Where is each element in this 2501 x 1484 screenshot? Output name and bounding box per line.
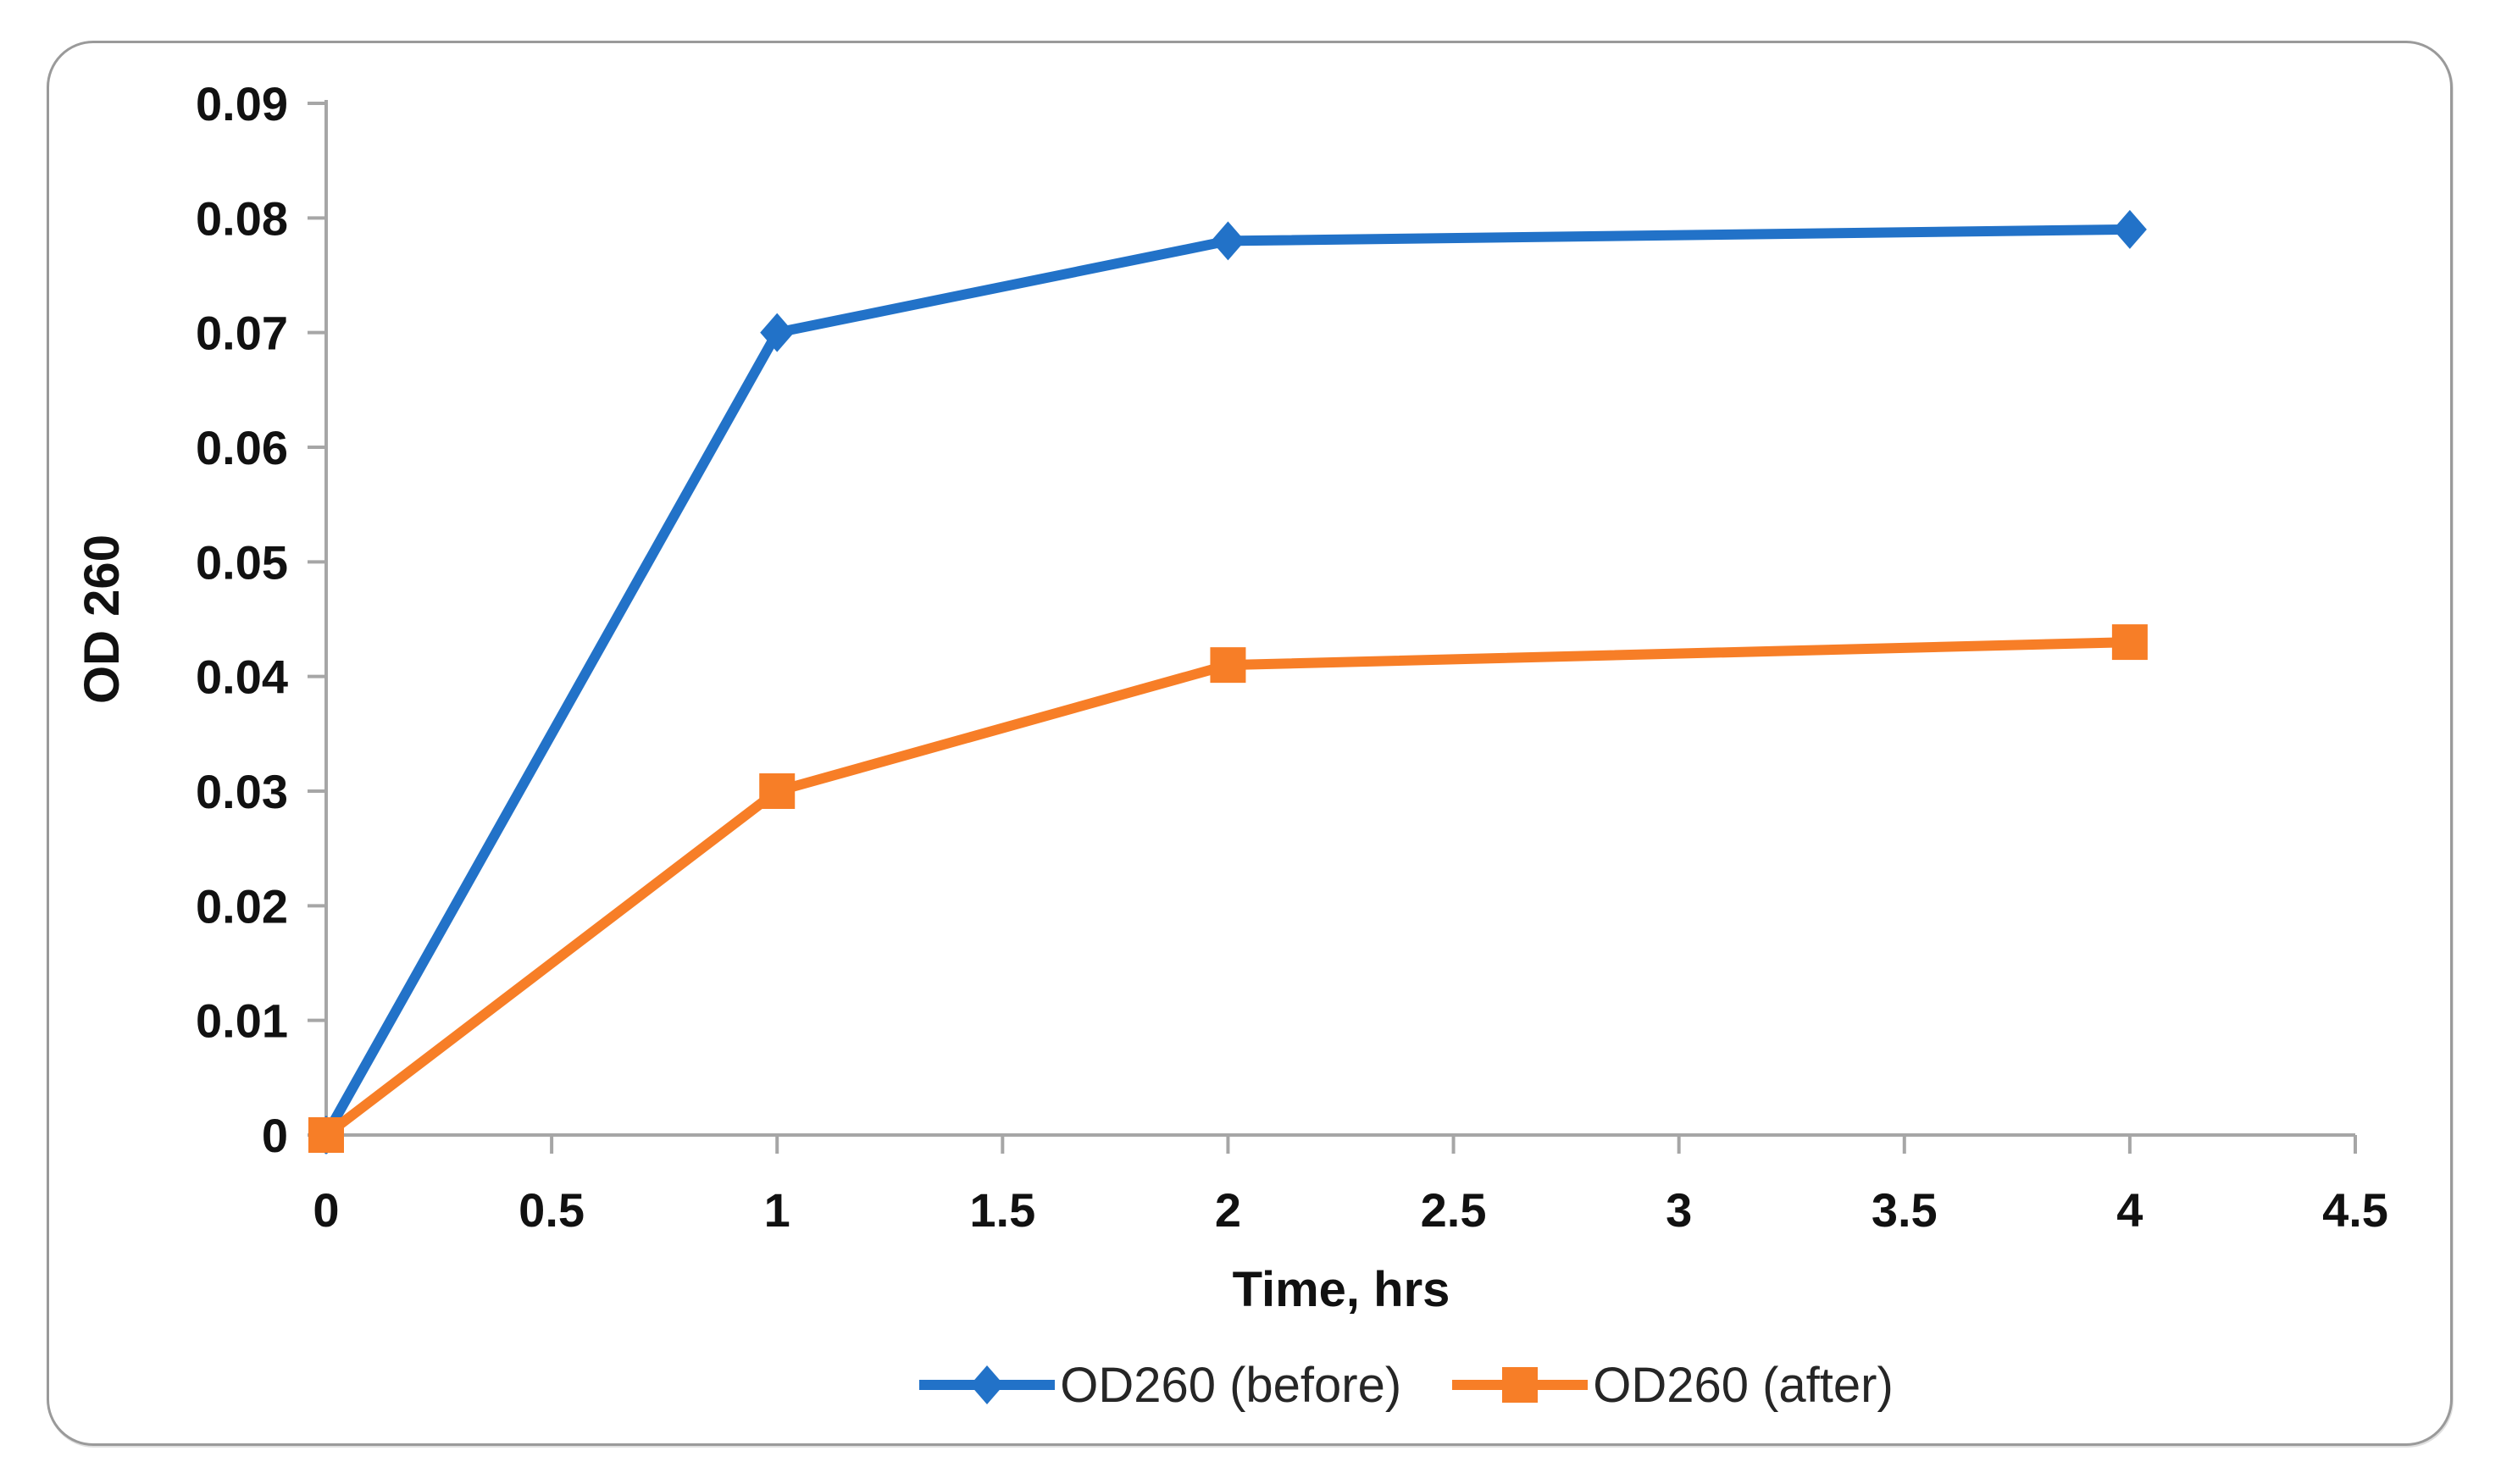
- x-tick-label: 4: [2116, 1183, 2143, 1237]
- y-tick-label: 0.03: [196, 765, 288, 818]
- x-tick-label: 1.5: [969, 1183, 1035, 1237]
- series-1: [308, 624, 2148, 1153]
- data-point-marker: [1211, 221, 1245, 261]
- x-tick-label: 1: [764, 1183, 790, 1237]
- data-point-marker: [2111, 624, 2148, 661]
- y-tick-label: 0.01: [196, 994, 288, 1048]
- legend-label-after: OD260 (after): [1593, 1357, 1894, 1413]
- axis-spine: [324, 100, 2355, 1137]
- x-axis-title: Time, hrs: [1233, 1262, 1450, 1317]
- legend-item-after: OD260 (after): [1452, 1357, 1894, 1414]
- chart-card: [47, 41, 2453, 1446]
- data-point-marker: [2112, 209, 2147, 249]
- x-tick-label: 2: [1215, 1183, 1241, 1237]
- y-tick-label: 0.08: [196, 191, 288, 245]
- legend-label-before: OD260 (before): [1060, 1357, 1402, 1413]
- legend-item-before: OD260 (before): [919, 1357, 1401, 1414]
- legend-marker-before-icon: [919, 1365, 1056, 1404]
- y-tick-label: 0.04: [196, 651, 288, 704]
- data-point-marker: [760, 313, 795, 352]
- x-tick-label: 0.5: [518, 1183, 585, 1237]
- axes-layer: 0 0.01 0.02 0.03 0.04 0.05 0.06 0.07 0.08 0.09 0 0.…: [196, 77, 2388, 1237]
- x-tick-label: 0: [313, 1183, 339, 1237]
- data-point-marker: [308, 1117, 344, 1153]
- x-tick-label: 4.5: [2322, 1183, 2388, 1237]
- y-tick-label: 0.06: [196, 421, 288, 474]
- y-tick-label: 0.09: [196, 77, 288, 130]
- data-point-marker: [1210, 647, 1246, 684]
- x-tick-label: 2.5: [1421, 1183, 1487, 1237]
- y-tick-label: 0.02: [196, 879, 288, 933]
- y-tick-label: 0.05: [196, 535, 288, 589]
- chart-legend: OD260 (before) OD260 (after): [312, 1355, 2501, 1415]
- x-tick-label: 3: [1666, 1183, 1692, 1237]
- y-tick-label: 0: [262, 1109, 288, 1162]
- series-line-1: [321, 637, 2135, 1140]
- legend-marker-after-icon: [1452, 1367, 1589, 1403]
- data-point-marker: [759, 773, 796, 809]
- series-line-0: [321, 224, 2135, 1140]
- series-layer: [308, 209, 2148, 1155]
- y-axis-title: OD 260: [75, 534, 130, 704]
- x-tick-label: 3.5: [1872, 1183, 1938, 1237]
- y-tick-label: 0.07: [196, 307, 288, 360]
